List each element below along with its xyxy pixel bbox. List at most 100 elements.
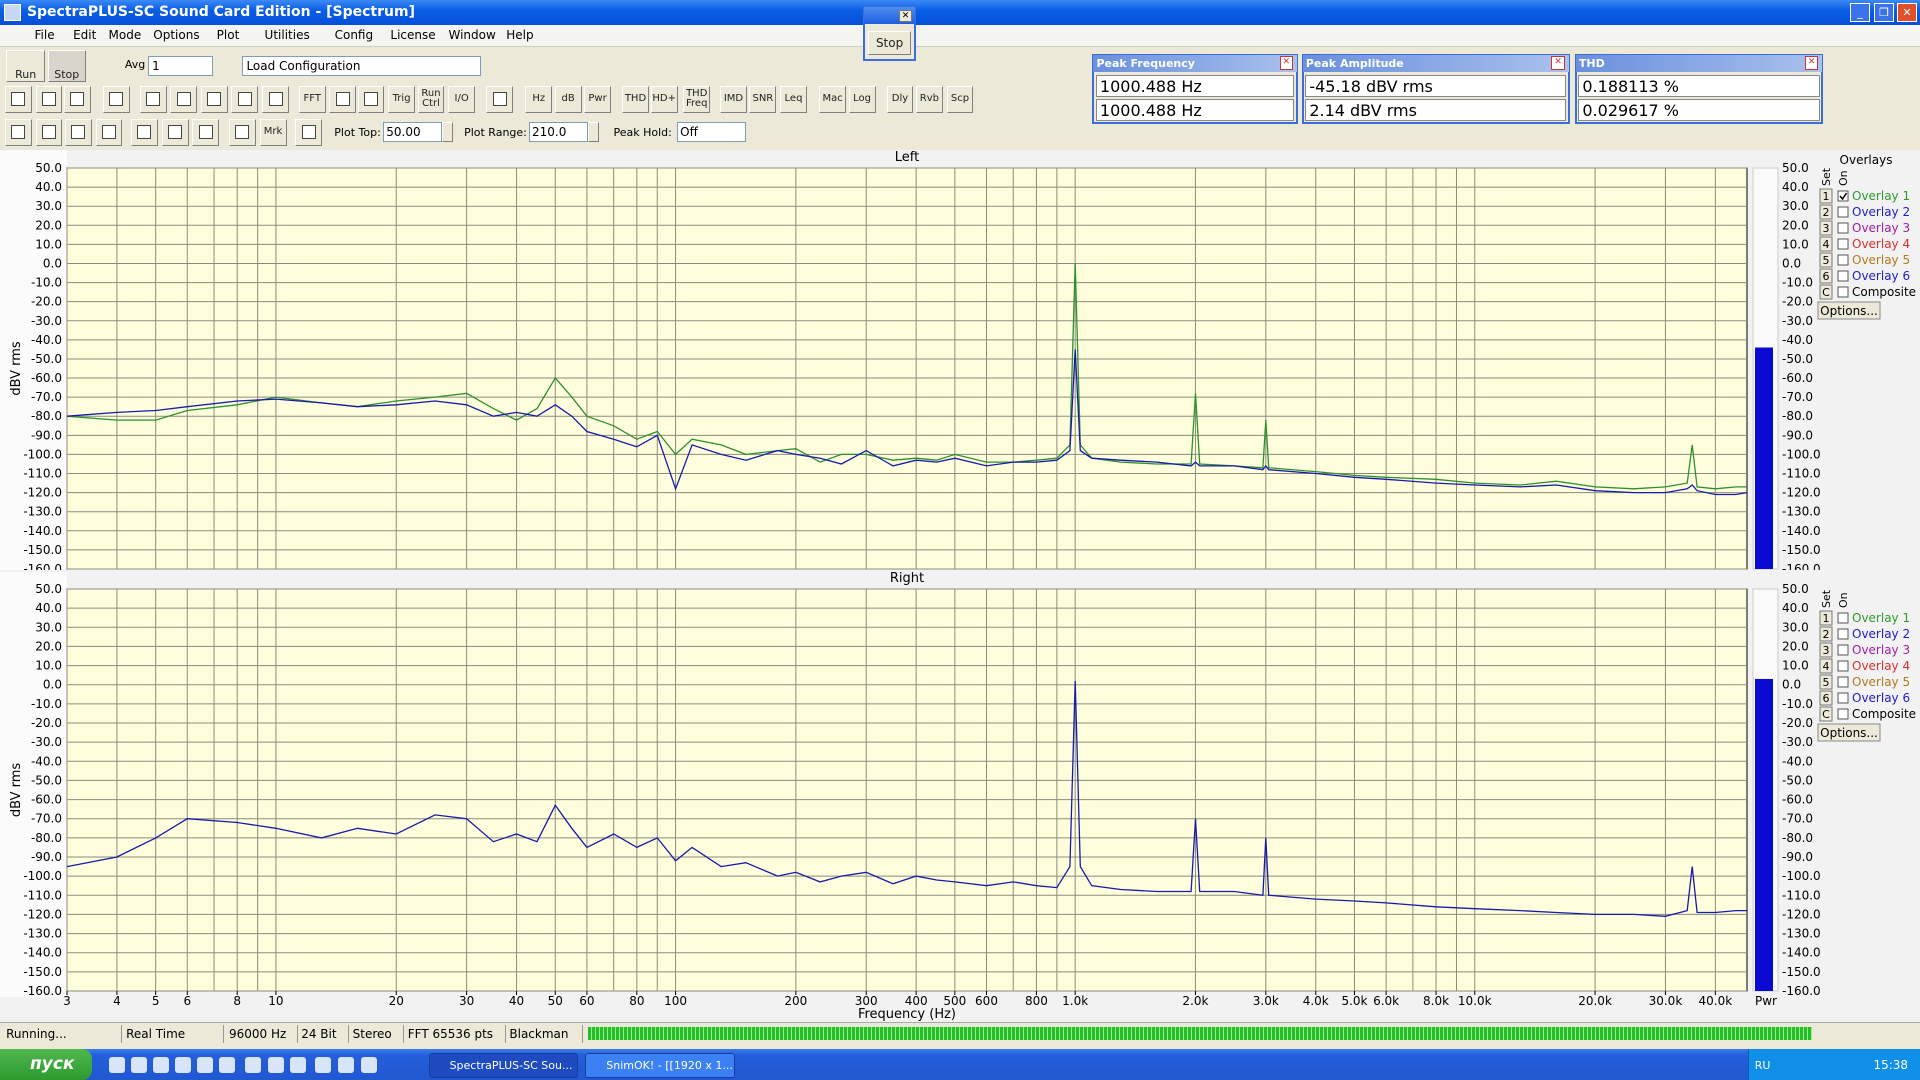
toolbar-icon[interactable] [357,85,385,113]
toolbar-button[interactable]: IMD [720,85,747,113]
readout-close[interactable]: ✕ [1804,56,1819,70]
set-box[interactable] [1819,236,1833,252]
toolbar-icon[interactable] [35,118,63,146]
toolbar-button[interactable]: Run Ctrl [417,85,445,113]
toolbar-button[interactable]: Dly [886,85,914,113]
set-box[interactable] [1819,706,1833,722]
overlay-checkbox[interactable] [1837,692,1849,704]
menu-item[interactable]: Edit [73,27,97,42]
options-button[interactable] [1817,301,1881,320]
run-button[interactable]: Run [6,50,46,83]
plot-top-input[interactable]: 50.00 [383,122,443,143]
maximize-button[interactable]: ❐ [1874,3,1894,22]
quick-launch-icon[interactable] [290,1056,307,1073]
toolbar-icon[interactable] [64,118,92,146]
toolbar-button[interactable]: Mrk [259,118,287,146]
stop-button[interactable]: Stop [47,50,86,83]
toolbar-button[interactable]: Pwr [584,85,612,113]
close-button[interactable]: ✕ [1897,3,1917,22]
menu-item[interactable]: Utilities [264,27,310,42]
readout-close[interactable]: ✕ [1279,56,1294,70]
task-button[interactable]: SpectraPLUS-SC Sou... [428,1053,578,1078]
toolbar-icon[interactable] [170,85,198,113]
set-box[interactable] [1819,220,1833,236]
toolbar-button[interactable]: dB [554,85,582,113]
overlay-checkbox[interactable] [1837,286,1849,298]
set-box[interactable] [1819,268,1833,284]
set-box[interactable] [1819,642,1833,658]
toolbar-icon[interactable] [231,85,259,113]
toolbar-button[interactable]: THD Freq [683,85,711,113]
toolbar-button[interactable]: FFT [298,85,326,113]
set-box[interactable] [1819,204,1833,220]
overlay-checkbox[interactable] [1837,676,1849,688]
set-box[interactable] [1819,610,1833,626]
quick-launch-icon[interactable] [131,1056,147,1073]
set-box[interactable] [1819,188,1833,204]
toolbar-icon[interactable] [228,118,256,146]
toolbar-button[interactable]: Trig [388,85,416,113]
quick-launch-icon[interactable] [197,1056,214,1073]
toolbar-icon[interactable] [192,118,220,146]
overlay-checkbox[interactable] [1837,270,1849,282]
toolbar-icon[interactable] [131,118,158,146]
toolbar-icon[interactable] [102,85,130,113]
toolbar-button[interactable]: Scp [946,85,974,113]
start-button[interactable]: пуск [0,1049,92,1080]
task-button[interactable]: SnimOK! - [[1920 x 1... [585,1053,735,1078]
plot-range-input[interactable]: 210.0 [528,122,588,143]
overlay-checkbox[interactable] [1837,238,1849,250]
toolbar-icon[interactable] [4,118,32,146]
stop-popup-button[interactable]: Stop [868,30,911,56]
overlay-checkbox[interactable] [1837,206,1849,218]
toolbar-button[interactable]: THD [622,85,649,113]
menu-item[interactable]: Config [334,27,374,42]
toolbar-icon[interactable] [95,118,123,146]
toolbar-button[interactable]: Leq [780,85,807,113]
menu-item[interactable]: Plot [216,27,240,42]
quick-launch-icon[interactable] [268,1056,285,1073]
toolbar-icon[interactable] [486,85,514,113]
toolbar-icon[interactable] [200,85,228,113]
toolbar-button[interactable]: THD+N [651,85,679,113]
plot-range-spin[interactable] [587,122,599,143]
overlay-checkbox[interactable] [1837,660,1849,672]
menu-item[interactable]: File [34,27,55,42]
options-button[interactable] [1817,723,1881,742]
toolbar-icon[interactable] [63,85,91,113]
overlay-checkbox[interactable] [1837,628,1849,640]
overlay-checkbox[interactable] [1837,222,1849,234]
toolbar-button[interactable]: SNR [749,85,777,113]
menu-item[interactable]: Help [506,27,534,42]
readout-close[interactable]: ✕ [1551,56,1565,70]
set-box[interactable] [1819,658,1833,674]
peak-hold-select[interactable]: Off [677,122,746,143]
toolbar-icon[interactable] [295,118,323,146]
toolbar-icon[interactable] [262,85,289,113]
quick-launch-icon[interactable] [219,1056,236,1073]
toolbar-button[interactable]: Log [848,85,876,113]
menu-item[interactable]: Options [153,27,200,42]
toolbar-button[interactable]: Hz [525,85,553,113]
set-box[interactable] [1819,284,1833,300]
minimize-button[interactable]: _ [1850,3,1870,22]
toolbar-icon[interactable] [139,85,167,113]
toolbar-button[interactable]: I/O [448,85,476,113]
overlay-checkbox[interactable] [1837,254,1849,266]
overlay-checkbox[interactable] [1837,708,1849,720]
config-select[interactable]: Load Configuration [242,56,482,76]
toolbar-icon[interactable] [4,85,32,113]
toolbar-icon[interactable] [161,118,189,146]
overlay-checkbox[interactable] [1837,190,1849,202]
quick-launch-icon[interactable] [244,1056,261,1073]
quick-launch-icon[interactable] [314,1056,331,1073]
quick-launch-icon[interactable] [153,1056,169,1073]
toolbar-icon[interactable] [35,85,63,113]
avg-select[interactable]: 1 [148,56,214,76]
quick-launch-icon[interactable] [108,1056,125,1073]
quick-launch-icon[interactable] [361,1056,378,1073]
overlay-checkbox[interactable] [1837,644,1849,656]
menu-item[interactable]: Mode [108,27,142,42]
overlay-checkbox[interactable] [1837,612,1849,624]
plot-top-spin[interactable] [442,122,454,143]
